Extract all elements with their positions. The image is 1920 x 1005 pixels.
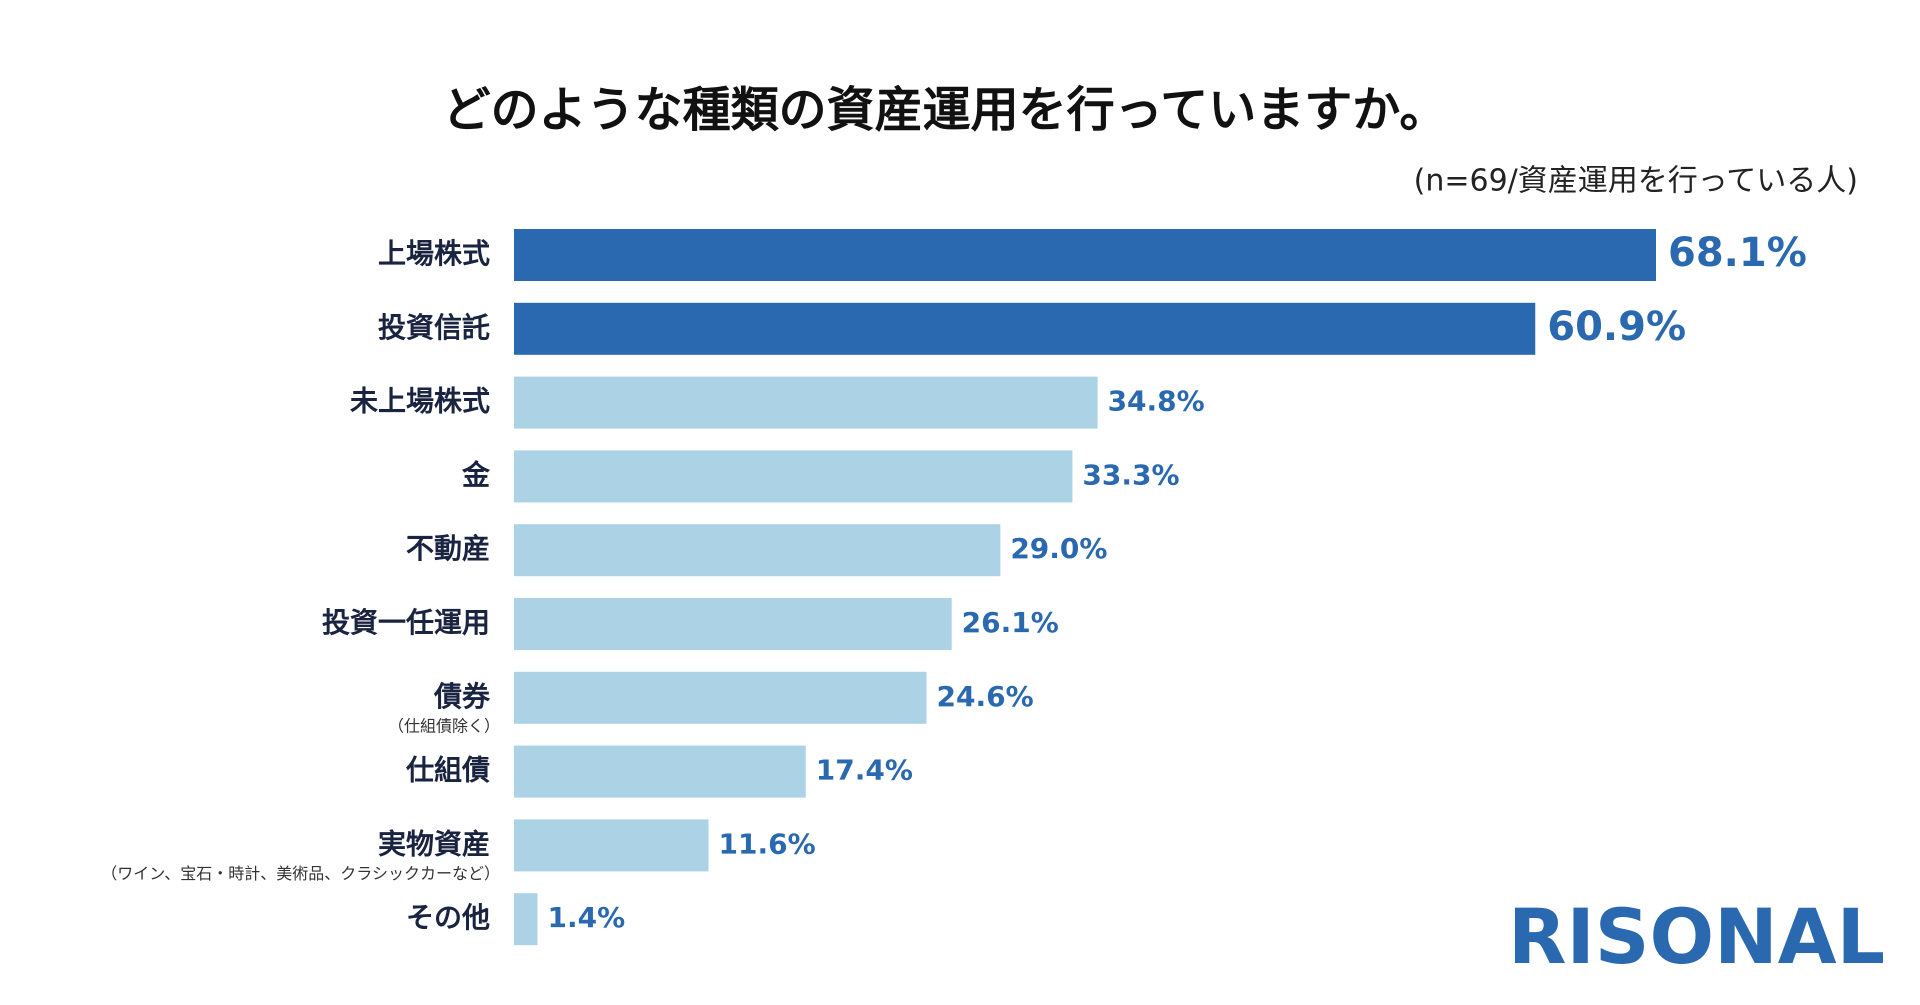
category-label: 金 [461,458,491,491]
category-label: その他 [406,901,490,934]
value-label: 60.9% [1547,304,1686,350]
bar [514,524,1001,577]
value-label: 24.6% [937,680,1034,713]
value-label: 1.4% [547,901,625,934]
category-label: 仕組債 [405,754,490,787]
category-label: 未上場株式 [350,385,490,418]
bar [514,302,1536,355]
bar [514,229,1656,281]
bar [514,819,709,872]
bar [514,450,1073,503]
category-note: （ワイン、宝石・時計、美術品、クラシックカーなど） [101,864,500,883]
value-label: 29.0% [1010,532,1107,565]
bar [514,376,1098,429]
chart-subtitle: (n=69/資産運用を行っている人) [1414,164,1858,199]
bar [514,893,538,946]
category-label: 投資信託 [378,311,490,344]
category-label: 債券 [433,680,491,713]
brand-logo: RISONAL [1508,892,1885,981]
category-label: 投資一任運用 [322,606,490,639]
chart-title: どのような種類の資産運用を行っていますか。 [443,82,1448,138]
value-label: 26.1% [962,606,1059,639]
value-label: 11.6% [719,827,816,860]
bar [514,671,927,724]
bar [514,745,806,798]
bar [514,598,952,650]
category-note: （仕組債除く） [388,716,500,735]
value-label: 68.1% [1668,230,1807,276]
value-label: 17.4% [816,754,913,787]
value-label: 34.8% [1108,385,1205,418]
category-label: 実物資産 [378,827,490,860]
category-label: 不動産 [406,532,490,565]
category-label: 上場株式 [378,237,490,270]
value-label: 33.3% [1082,458,1179,491]
